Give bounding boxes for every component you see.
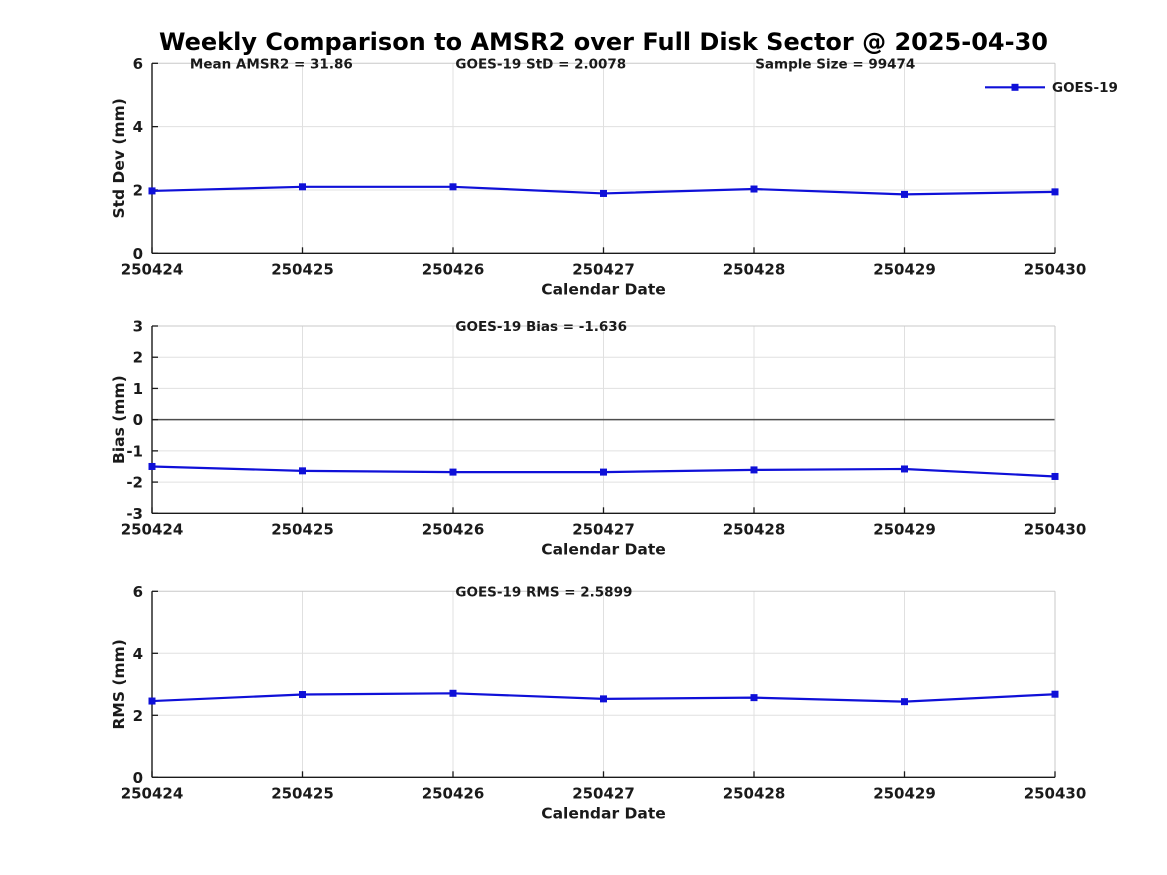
legend-label: GOES-19 — [1052, 80, 1118, 96]
y-tick-label: 4 — [133, 118, 143, 136]
data-point — [299, 467, 306, 475]
data-point — [299, 183, 306, 191]
y-axis-label: Std Dev (mm) — [110, 98, 128, 218]
data-point — [600, 468, 607, 476]
y-tick-label: 6 — [133, 55, 143, 73]
y-tick-label: -3 — [126, 505, 143, 523]
data-point — [600, 189, 607, 197]
figure-title: Weekly Comparison to AMSR2 over Full Dis… — [159, 28, 1048, 56]
y-tick-label: 0 — [133, 411, 143, 429]
data-point — [449, 183, 457, 191]
y-tick-label: -2 — [126, 474, 143, 492]
chart-rms: 250424 250425 250426 250427 250428 250429 2504… — [110, 583, 1086, 823]
annotation: GOES-19 RMS = 2.5899 — [455, 584, 632, 600]
data-point — [1051, 472, 1059, 480]
x-tick-label: 250424 — [121, 520, 184, 538]
y-tick-label: 0 — [133, 245, 143, 263]
x-tick-label: 250426 — [422, 260, 485, 278]
y-tick-label: 4 — [133, 645, 143, 663]
legend-marker — [1011, 83, 1019, 91]
data-point — [449, 468, 457, 476]
data-point — [299, 691, 306, 699]
x-tick-label: 250427 — [572, 784, 635, 802]
y-tick-label: 1 — [133, 380, 143, 398]
x-tick-label: 250430 — [1024, 260, 1087, 278]
x-axis-label: Calendar Date — [541, 280, 666, 298]
x-tick-label: 250425 — [271, 784, 334, 802]
data-point — [449, 689, 457, 697]
y-tick-label: 3 — [133, 318, 143, 336]
y-tick-label: 0 — [133, 769, 143, 787]
data-point — [1051, 690, 1059, 698]
x-tick-label: 250430 — [1024, 520, 1087, 538]
y-tick-label: 2 — [133, 181, 143, 199]
x-tick-label: 250425 — [271, 260, 334, 278]
x-tick-label: 250426 — [422, 520, 485, 538]
x-tick-label: 250427 — [572, 260, 635, 278]
x-tick-label: 250427 — [572, 520, 635, 538]
annotation: GOES-19 StD = 2.0078 — [455, 56, 626, 72]
y-tick-label: 6 — [133, 583, 143, 601]
legend: GOES-19 — [985, 80, 1118, 96]
chart-std-dev: 250424 250425 250426 250427 250428 250429 2504… — [110, 55, 1118, 298]
x-tick-label: 250428 — [723, 260, 786, 278]
data-point — [750, 694, 758, 702]
data-point — [1051, 188, 1059, 196]
x-tick-label: 250424 — [121, 260, 184, 278]
x-tick-label: 250428 — [723, 784, 786, 802]
x-tick-label: 250429 — [873, 784, 936, 802]
data-point — [148, 462, 156, 470]
annotation: GOES-19 Bias = -1.636 — [455, 319, 627, 335]
x-tick-label: 250424 — [121, 784, 184, 802]
x-tick-label: 250426 — [422, 784, 485, 802]
y-tick-label: 2 — [133, 707, 143, 725]
annotation: Mean AMSR2 = 31.86 — [190, 56, 353, 72]
data-point — [901, 190, 908, 198]
x-tick-label: 250425 — [271, 520, 334, 538]
y-axis-label: RMS (mm) — [110, 639, 128, 729]
x-axis-label: Calendar Date — [541, 540, 666, 558]
y-tick-label: 2 — [133, 349, 143, 367]
data-point — [750, 185, 758, 193]
x-tick-label: 250430 — [1024, 784, 1087, 802]
data-point — [750, 466, 758, 474]
data-point — [148, 697, 156, 705]
annotation: Sample Size = 99474 — [755, 56, 915, 72]
chart-bias: 250424 250425 250426 250427 250428 250429 2504… — [110, 318, 1086, 559]
data-point — [901, 698, 908, 706]
x-tick-label: 250429 — [873, 260, 936, 278]
data-point — [901, 465, 908, 473]
x-axis-label: Calendar Date — [541, 804, 666, 822]
data-point — [148, 187, 156, 195]
data-point — [600, 695, 607, 703]
y-tick-label: -1 — [126, 442, 143, 460]
y-axis-label: Bias (mm) — [110, 375, 128, 464]
x-tick-label: 250428 — [723, 520, 786, 538]
x-tick-label: 250429 — [873, 520, 936, 538]
